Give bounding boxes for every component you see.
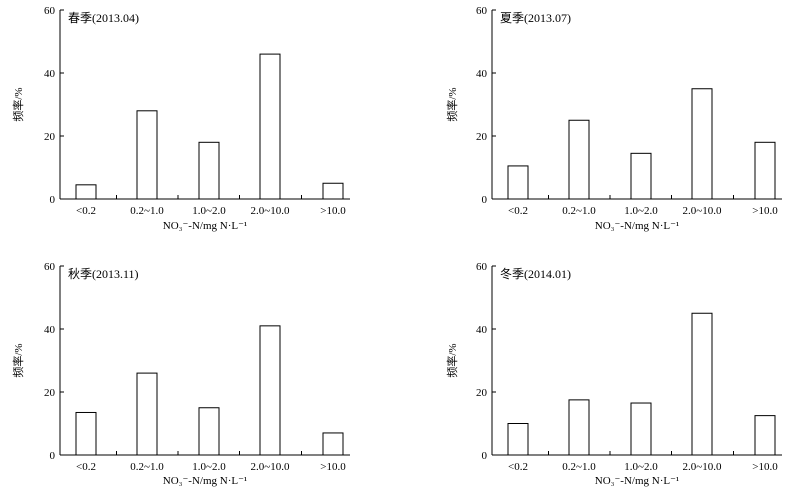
x-category-label: 2.0~10.0 <box>251 461 290 473</box>
x-axis-label: NO₃⁻-N/mg N·L⁻¹ <box>163 475 247 487</box>
bar-5 <box>754 141 776 200</box>
bar-4 <box>691 88 713 200</box>
y-tick-label: 0 <box>50 450 56 462</box>
bar-4 <box>259 325 281 456</box>
x-category-label: 0.2~1.0 <box>130 205 164 217</box>
bar-1 <box>507 423 529 456</box>
bar-5 <box>322 182 344 200</box>
y-tick-label: 40 <box>476 68 488 80</box>
panel-title: 夏季(2013.07) <box>500 11 571 25</box>
chart-panel-4: 0 20 40 60 <0.2 0.2~1.0 1.0~2.0 2.0~10.0 >10.0 冬季… <box>445 261 782 487</box>
panel-title: 春季(2013.04) <box>68 11 139 25</box>
y-tick-label: 0 <box>482 450 488 462</box>
x-category-label: >10.0 <box>752 205 778 217</box>
bar-4 <box>691 312 713 456</box>
x-axis-label: NO₃⁻-N/mg N·L⁻¹ <box>595 475 679 487</box>
x-category-label: >10.0 <box>752 461 778 473</box>
bar-4 <box>259 53 281 200</box>
x-category-label: 2.0~10.0 <box>683 205 722 217</box>
y-axis-label: 频率/% <box>445 343 459 377</box>
y-tick-label: 60 <box>44 5 56 17</box>
x-axis-label: NO₃⁻-N/mg N·L⁻¹ <box>595 220 679 232</box>
bar-1 <box>75 411 97 456</box>
bar-3 <box>198 141 220 200</box>
bar-3 <box>630 402 652 456</box>
x-category-label: >10.0 <box>320 461 346 473</box>
bar-2 <box>136 372 158 456</box>
x-category-label: 1.0~2.0 <box>624 461 658 473</box>
x-category-label: <0.2 <box>508 205 528 217</box>
bar-2 <box>568 399 590 456</box>
panel-title: 冬季(2014.01) <box>500 266 571 281</box>
y-tick-label: 40 <box>44 324 56 336</box>
y-axis-label: 频率/% <box>445 87 459 121</box>
y-tick-label: 20 <box>44 387 56 399</box>
chart-panel-3: 0 20 40 60 <0.2 0.2~1.0 1.0~2.0 2.0~10.0 >10.0 秋季… <box>11 261 350 487</box>
x-category-label: <0.2 <box>76 205 96 217</box>
panel-title: 秋季(2013.11) <box>68 267 139 281</box>
chart-panel-2: 0 20 40 60 <0.2 0.2~1.0 1.0~2.0 2.0~10.0 >10.0 夏季… <box>445 5 782 232</box>
bar-2 <box>136 110 158 200</box>
x-category-label: 1.0~2.0 <box>624 205 658 217</box>
x-category-label: 2.0~10.0 <box>251 205 290 217</box>
x-category-label: 1.0~2.0 <box>192 461 226 473</box>
x-category-label: 0.2~1.0 <box>562 205 596 217</box>
bar-5 <box>322 432 344 456</box>
y-axis-label: 频率/% <box>11 343 25 377</box>
y-axis-label: 频率/% <box>11 87 25 121</box>
y-tick-label: 0 <box>482 194 488 206</box>
y-tick-label: 60 <box>476 5 488 17</box>
y-tick-label: 20 <box>476 387 488 399</box>
bar-1 <box>507 165 529 200</box>
x-category-label: <0.2 <box>508 461 528 473</box>
bar-1 <box>75 184 97 200</box>
bar-3 <box>630 152 652 200</box>
x-category-label: 0.2~1.0 <box>562 461 596 473</box>
x-category-label: 2.0~10.0 <box>683 461 722 473</box>
bar-5 <box>754 415 776 456</box>
y-tick-label: 0 <box>50 194 56 206</box>
y-tick-label: 20 <box>476 131 488 143</box>
y-tick-label: 40 <box>476 324 488 336</box>
x-category-label: >10.0 <box>320 205 346 217</box>
bar-2 <box>568 119 590 200</box>
y-tick-label: 60 <box>44 261 56 273</box>
y-tick-label: 40 <box>44 68 56 80</box>
chart-panel-1: 0 20 40 60 <0.2 0.2~1.0 1.0~2.0 2.0~10.0 >10.0 春季… <box>11 5 350 232</box>
x-category-label: 0.2~1.0 <box>130 461 164 473</box>
x-category-label: 1.0~2.0 <box>192 205 226 217</box>
x-category-label: <0.2 <box>76 461 96 473</box>
y-tick-label: 60 <box>476 261 488 273</box>
x-axis-label: NO₃⁻-N/mg N·L⁻¹ <box>163 220 247 232</box>
bar-3 <box>198 407 220 456</box>
y-tick-label: 20 <box>44 131 56 143</box>
